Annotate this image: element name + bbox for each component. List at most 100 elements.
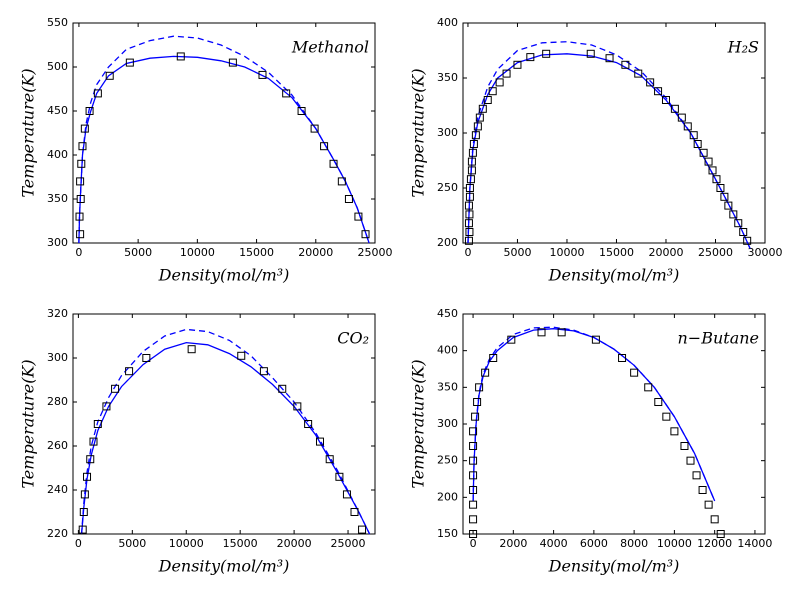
data-point: [342, 490, 351, 499]
x-tick-label: 20000: [298, 246, 333, 259]
data-point: [618, 354, 627, 362]
data-point: [716, 184, 725, 192]
data-point: [259, 367, 268, 376]
y-tick-label: 200: [437, 236, 458, 249]
y-tick-label: 350: [47, 192, 68, 205]
data-point: [469, 486, 478, 494]
data-point: [473, 122, 482, 131]
y-tick-label: 400: [437, 344, 458, 357]
plot-area: [72, 313, 376, 535]
y-tick-label: 550: [47, 16, 68, 29]
y-tick-label: 150: [437, 527, 458, 540]
data-point: [111, 384, 120, 393]
data-point: [337, 177, 346, 186]
data-point: [79, 508, 88, 516]
data-point: [76, 177, 85, 186]
x-tick-label: 10000: [180, 246, 215, 259]
data-point: [557, 328, 566, 337]
data-point: [489, 354, 498, 362]
data-point: [125, 367, 134, 376]
data-point: [693, 140, 702, 148]
plot-area: [462, 22, 766, 244]
data-point: [320, 142, 329, 151]
y-axis-label: Temperature(K): [19, 359, 38, 488]
y-tick-label: 450: [47, 104, 68, 117]
data-point: [78, 142, 87, 151]
y-tick-label: 280: [47, 395, 68, 408]
dashed-line: [467, 41, 751, 249]
data-point: [483, 96, 492, 104]
data-point: [605, 54, 614, 63]
data-point: [502, 69, 511, 78]
data-point: [654, 398, 663, 406]
data-point: [354, 212, 363, 221]
data-point: [686, 456, 695, 465]
x-tick-label: 2000: [499, 537, 527, 550]
y-axis-label: Temperature(K): [409, 68, 428, 197]
x-tick-label: 5000: [118, 537, 146, 550]
subplot: 0 5000 10000 15000 20000 25000 220 240 260 280 300…: [19, 307, 376, 576]
data-point: [621, 60, 630, 69]
data-point: [86, 455, 95, 464]
y-axis-label: Temperature(K): [19, 68, 38, 197]
plot-area: [462, 313, 766, 535]
data-point: [78, 525, 87, 534]
data-point: [683, 122, 692, 131]
data-point: [630, 368, 639, 377]
data-point: [495, 78, 504, 87]
data-point: [698, 486, 707, 494]
x-tick-label: 10000: [169, 537, 204, 550]
data-point: [729, 210, 738, 219]
data-point: [692, 471, 701, 480]
data-point: [187, 345, 196, 354]
data-point: [76, 195, 85, 203]
data-point: [475, 113, 484, 122]
y-tick-label: 250: [437, 454, 458, 467]
data-point: [93, 89, 102, 98]
data-point: [282, 89, 291, 98]
y-tick-label: 300: [437, 417, 458, 430]
x-tick-label: 20000: [648, 246, 683, 259]
subplot: 0 5000 10000 15000 20000 25000 300 350 400 450 500…: [19, 16, 393, 285]
data-point: [471, 131, 480, 140]
data-point: [105, 71, 114, 80]
data-point: [670, 104, 679, 113]
data-point: [661, 96, 670, 104]
data-point: [89, 437, 98, 446]
data-point: [80, 490, 89, 499]
y-tick-label: 260: [47, 439, 68, 452]
data-point: [93, 420, 102, 428]
data-point: [478, 104, 487, 113]
data-point: [708, 166, 717, 175]
data-point: [488, 87, 497, 96]
y-tick-label: 500: [47, 60, 68, 73]
data-point: [77, 159, 86, 168]
data-point: [471, 412, 480, 421]
data-point: [739, 228, 748, 236]
y-tick-label: 300: [437, 126, 458, 139]
subplot: 0 2000 4000 6000 8000 10000 12000 14000 150 200 25…: [409, 307, 773, 576]
data-point: [310, 124, 319, 133]
x-tick-label: 10000: [549, 246, 584, 259]
data-point: [710, 515, 719, 524]
data-point: [464, 219, 473, 228]
data-point: [344, 195, 353, 203]
data-point: [699, 148, 708, 157]
dashed-line: [78, 35, 370, 244]
y-tick-label: 250: [437, 181, 458, 194]
y-tick-label: 240: [47, 483, 68, 496]
data-point: [734, 219, 743, 228]
data-point: [465, 228, 474, 236]
x-tick-label: 0: [464, 246, 471, 259]
x-tick-label: 15000: [599, 246, 634, 259]
data-point: [586, 49, 595, 58]
data-point: [465, 192, 474, 201]
data-point: [325, 455, 334, 464]
x-tick-label: 10000: [657, 537, 692, 550]
x-tick-label: 25000: [698, 246, 733, 259]
data-point: [464, 236, 473, 245]
y-tick-label: 400: [437, 16, 458, 29]
x-axis-label: Density(mol/m³): [158, 266, 290, 285]
x-tick-label: 5000: [124, 246, 152, 259]
